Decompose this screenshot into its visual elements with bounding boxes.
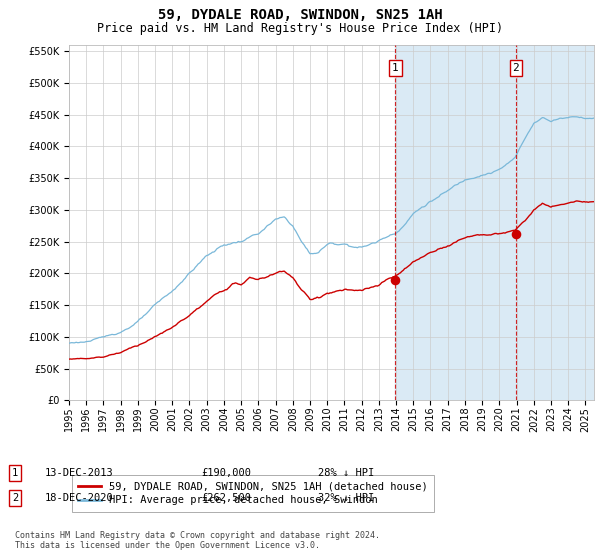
Text: 2: 2 bbox=[12, 493, 18, 503]
Text: 32% ↓ HPI: 32% ↓ HPI bbox=[318, 493, 374, 503]
Text: Price paid vs. HM Land Registry's House Price Index (HPI): Price paid vs. HM Land Registry's House … bbox=[97, 22, 503, 35]
Text: 1: 1 bbox=[12, 468, 18, 478]
Text: £262,500: £262,500 bbox=[201, 493, 251, 503]
Text: 59, DYDALE ROAD, SWINDON, SN25 1AH: 59, DYDALE ROAD, SWINDON, SN25 1AH bbox=[158, 8, 442, 22]
Text: 18-DEC-2020: 18-DEC-2020 bbox=[45, 493, 114, 503]
Text: 13-DEC-2013: 13-DEC-2013 bbox=[45, 468, 114, 478]
Point bbox=[511, 229, 521, 238]
Text: £190,000: £190,000 bbox=[201, 468, 251, 478]
Text: 28% ↓ HPI: 28% ↓ HPI bbox=[318, 468, 374, 478]
Point bbox=[391, 276, 400, 284]
Bar bbox=[395, 45, 600, 400]
Legend: 59, DYDALE ROAD, SWINDON, SN25 1AH (detached house), HPI: Average price, detache: 59, DYDALE ROAD, SWINDON, SN25 1AH (deta… bbox=[71, 475, 434, 512]
Text: 1: 1 bbox=[392, 63, 399, 73]
Text: 2: 2 bbox=[512, 63, 519, 73]
Text: Contains HM Land Registry data © Crown copyright and database right 2024.
This d: Contains HM Land Registry data © Crown c… bbox=[15, 531, 380, 550]
